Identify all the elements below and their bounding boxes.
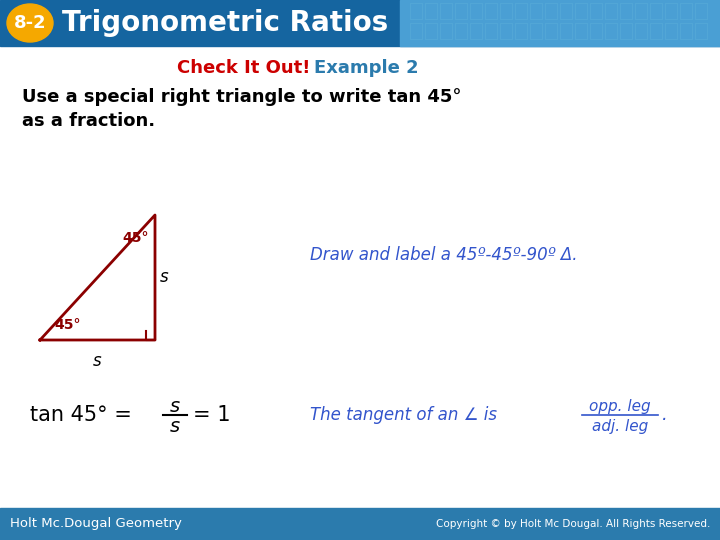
- Text: tan 45° =: tan 45° =: [30, 405, 132, 425]
- Bar: [545, 23, 557, 39]
- Text: Example 2: Example 2: [314, 59, 418, 77]
- Bar: [470, 23, 482, 39]
- Bar: [590, 3, 602, 19]
- Bar: [605, 23, 617, 39]
- Bar: [515, 3, 527, 19]
- Bar: [485, 23, 497, 39]
- Bar: [410, 23, 422, 39]
- Text: s: s: [160, 268, 168, 287]
- Bar: [545, 3, 557, 19]
- Text: s: s: [170, 416, 180, 435]
- Text: .: .: [662, 406, 667, 424]
- Text: 45°: 45°: [54, 318, 81, 332]
- Bar: [410, 3, 422, 19]
- Bar: [560, 3, 572, 19]
- Bar: [680, 23, 692, 39]
- Bar: [620, 3, 632, 19]
- Bar: [530, 3, 542, 19]
- Text: = 1: = 1: [193, 405, 230, 425]
- Bar: [605, 3, 617, 19]
- Bar: [455, 3, 467, 19]
- Bar: [695, 3, 707, 19]
- Bar: [530, 23, 542, 39]
- Bar: [0, 508, 720, 540]
- Text: The tangent of an ∠ is: The tangent of an ∠ is: [310, 406, 497, 424]
- Text: 8-2: 8-2: [14, 14, 46, 32]
- Bar: [650, 3, 662, 19]
- Bar: [575, 3, 587, 19]
- Bar: [665, 23, 677, 39]
- Text: Trigonometric Ratios: Trigonometric Ratios: [62, 9, 388, 37]
- Bar: [635, 23, 647, 39]
- Bar: [650, 23, 662, 39]
- Bar: [695, 23, 707, 39]
- Bar: [455, 23, 467, 39]
- Text: Check It Out!: Check It Out!: [176, 59, 310, 77]
- Bar: [635, 3, 647, 19]
- Bar: [560, 23, 572, 39]
- Bar: [440, 23, 452, 39]
- Text: s: s: [93, 352, 102, 370]
- Text: Draw and label a 45º-45º-90º Δ.: Draw and label a 45º-45º-90º Δ.: [310, 246, 577, 264]
- Text: adj. leg: adj. leg: [592, 418, 648, 434]
- Text: 45°: 45°: [122, 231, 149, 245]
- Bar: [620, 23, 632, 39]
- Bar: [425, 23, 437, 39]
- Bar: [425, 3, 437, 19]
- Bar: [440, 3, 452, 19]
- Bar: [470, 3, 482, 19]
- Bar: [665, 3, 677, 19]
- Text: s: s: [170, 396, 180, 415]
- Bar: [680, 3, 692, 19]
- Bar: [500, 23, 512, 39]
- Bar: [575, 23, 587, 39]
- Text: Copyright © by Holt Mc Dougal. All Rights Reserved.: Copyright © by Holt Mc Dougal. All Right…: [436, 519, 710, 529]
- Bar: [515, 23, 527, 39]
- Bar: [0, 0, 720, 46]
- Bar: [400, 0, 720, 46]
- Text: opp. leg: opp. leg: [589, 399, 651, 414]
- Text: Use a special right triangle to write tan 45°
as a fraction.: Use a special right triangle to write ta…: [22, 88, 462, 130]
- Bar: [500, 3, 512, 19]
- Bar: [485, 3, 497, 19]
- Bar: [590, 23, 602, 39]
- Text: Holt Mc.Dougal Geometry: Holt Mc.Dougal Geometry: [10, 517, 182, 530]
- Ellipse shape: [7, 4, 53, 42]
